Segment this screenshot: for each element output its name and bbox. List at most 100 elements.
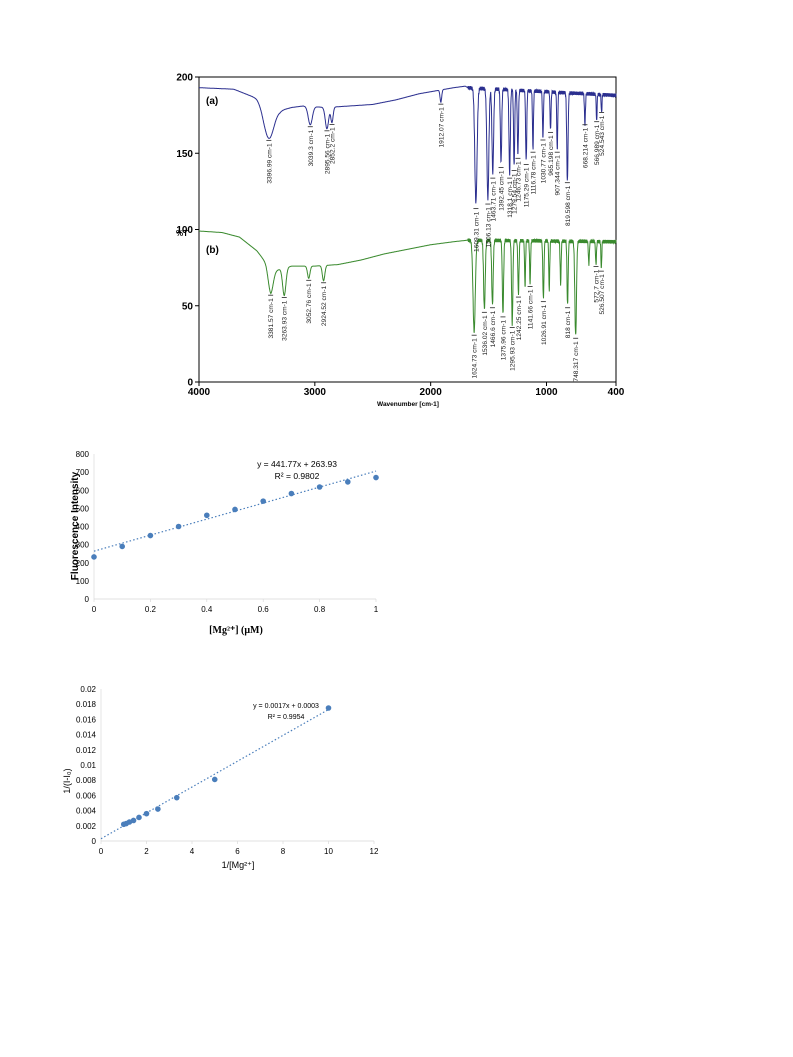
fluo-data-point <box>204 512 210 519</box>
ftir-peak-label: 1175.29 cm-1 <box>524 167 531 207</box>
ftir-y-tick-label: 50 <box>182 301 194 312</box>
fluo-y-tick-label: 100 <box>76 577 90 586</box>
ftir-peak-label: 1609.31 cm-1 <box>473 211 480 252</box>
recip-data-point <box>130 817 137 824</box>
recip-y-tick-label: 0.012 <box>76 746 97 755</box>
ftir-series-a-line <box>199 85 617 204</box>
fluo-y-axis-label: Fluorescence Intensity <box>70 471 81 580</box>
series-b-label: (b) <box>206 245 219 256</box>
recip-y-tick-label: 0.002 <box>76 822 97 831</box>
ftir-peak-label: 1026.91 cm-1 <box>541 304 548 345</box>
recip-x-axis-label: 1/[Mg²⁺] <box>222 860 255 870</box>
fluo-y-tick-label: 400 <box>76 523 90 532</box>
ftir-peak-label: 907.344 cm-1 <box>555 155 562 196</box>
ftir-peak-label: 524.543 cm-1 <box>599 115 606 156</box>
ftir-y-tick-label: 0 <box>187 378 193 389</box>
ftir-x-tick-label: 1000 <box>535 387 558 398</box>
ftir-peak-label: 1295.93 cm-1 <box>510 330 517 371</box>
fluo-trendline <box>93 470 377 552</box>
recip-x-tick-label: 10 <box>324 847 333 856</box>
recip-y-tick-label: 0.01 <box>80 761 96 770</box>
ftir-peak-label: 526.507 cm-1 <box>599 274 606 315</box>
fluo-data-point <box>288 490 295 497</box>
fluo-x-tick-label: 0.2 <box>145 605 157 614</box>
fluo-y-tick-label: 600 <box>76 486 90 495</box>
ftir-peak-label: 1318.1 cm-1 <box>507 181 514 218</box>
ftir-y-tick-label: 200 <box>176 73 193 84</box>
recip-data-point <box>155 806 161 812</box>
fluo-data-point <box>345 479 351 485</box>
ftir-peak-label: 1536.02 cm-1 <box>482 315 489 356</box>
recip-x-tick-label: 12 <box>370 847 379 856</box>
recip-data-point <box>325 705 332 711</box>
recip-data-point <box>136 814 142 821</box>
fluo-y-tick-label: 800 <box>76 450 90 459</box>
ftir-x-tick-label: 4000 <box>188 387 211 398</box>
ftir-peak-label: 1279.54 cm-1 <box>512 173 519 214</box>
ftir-peak-label: 566.989 cm-1 <box>594 124 601 165</box>
ftir-peak-label: 3396.99 cm-1 <box>266 143 273 184</box>
recip-x-tick-label: 8 <box>281 847 286 856</box>
ftir-peak-label: 1246.73 cm-1 <box>515 161 522 202</box>
recip-y-tick-label: 0.008 <box>76 776 97 785</box>
ftir-peak-label: 1912.07 cm-1 <box>438 107 445 148</box>
fluo-y-tick-label: 200 <box>76 559 90 568</box>
fluo-data-point <box>373 474 379 481</box>
fluo-y-tick-label: 0 <box>85 595 90 604</box>
ftir-peak-label: 1392.45 cm-1 <box>499 170 506 211</box>
fluo-x-tick-label: 0.6 <box>258 605 270 614</box>
recip-data-point <box>211 776 218 783</box>
fluo-x-tick-label: 0.4 <box>201 605 213 614</box>
ftir-peak-label: 572.7 cm-1 <box>593 269 600 302</box>
fluo-data-point <box>91 554 97 560</box>
fluo-y-tick-label: 500 <box>76 504 90 513</box>
ftir-y-tick-label: 100 <box>176 225 193 236</box>
ftir-peak-label: 2895.56 cm-1 <box>324 133 331 174</box>
series-a-label: (a) <box>206 96 218 107</box>
recip-y-tick-label: 0.02 <box>80 685 96 694</box>
recip-y-axis-label: 1/(I-I₀) <box>62 768 72 793</box>
recip-data-point <box>143 810 150 817</box>
fluo-data-point <box>232 506 238 513</box>
reciprocal-chart: 0 0.002 0.004 0.006 0.008 0.01 0.012 0.014 0.016… <box>62 685 379 870</box>
ftir-peak-label: 3039.3 cm-1 <box>308 129 315 166</box>
ftir-x-tick-label: 400 <box>608 387 625 398</box>
ftir-x-tick-label: 3000 <box>304 387 327 398</box>
ftir-spectrum-chart: 3396.99 cm-1 3039.3 cm-1 2895.56 cm-12852.… <box>176 73 625 409</box>
ftir-peak-label: 1463.71 cm-1 <box>490 181 497 222</box>
ftir-x-axis-label: Wavenumber [cm-1] <box>377 401 439 408</box>
recip-equation: y = 0.0017x + 0.0003 <box>253 703 319 710</box>
ftir-peak-label: 1375.96 cm-1 <box>500 320 507 361</box>
recip-y-tick-label: 0.004 <box>76 807 97 816</box>
fluo-equation: y = 441.77x + 263.93 <box>257 459 337 469</box>
fluo-data-point <box>175 523 182 530</box>
fluo-y-tick-label: 300 <box>76 541 90 550</box>
ftir-peak-label: 1116.78 cm-1 <box>530 155 537 195</box>
ftir-peak-label: 1466.6 cm-1 <box>490 310 497 347</box>
fluo-y-tick-label: 700 <box>76 468 90 477</box>
recip-trendline <box>100 708 329 840</box>
recip-y-tick-label: 0.006 <box>76 791 97 800</box>
ftir-plot-frame <box>198 76 617 383</box>
ftir-peak-label: 2924.52 cm-1 <box>321 285 328 326</box>
ftir-peak-label: 3381.57 cm-1 <box>268 298 275 339</box>
fluo-x-tick-label: 0 <box>92 605 97 614</box>
ftir-peak-label: 668.214 cm-1 <box>582 127 589 168</box>
fluo-data-point <box>147 532 154 539</box>
ftir-peak-label: 3052.76 cm-1 <box>306 283 313 324</box>
recip-y-tick-label: 0.016 <box>76 715 97 724</box>
fluo-data-point <box>316 484 323 490</box>
recip-y-tick-label: 0.018 <box>76 700 97 709</box>
recip-y-tick-label: 0 <box>92 837 97 846</box>
recip-x-tick-label: 4 <box>190 847 195 856</box>
fluo-r-squared: R² = 0.9802 <box>275 471 320 481</box>
ftir-peak-label: 1242.25 cm-1 <box>516 300 523 341</box>
fluo-x-tick-label: 0.8 <box>314 605 326 614</box>
fluo-data-point <box>119 543 125 550</box>
fluo-data-point <box>260 498 267 504</box>
recip-x-tick-label: 0 <box>99 847 104 856</box>
fluo-x-axis-label: [Mg²⁺] (μM) <box>209 625 263 636</box>
recip-r-squared: R² = 0.9954 <box>268 714 305 721</box>
recip-y-tick-label: 0.014 <box>76 731 97 740</box>
